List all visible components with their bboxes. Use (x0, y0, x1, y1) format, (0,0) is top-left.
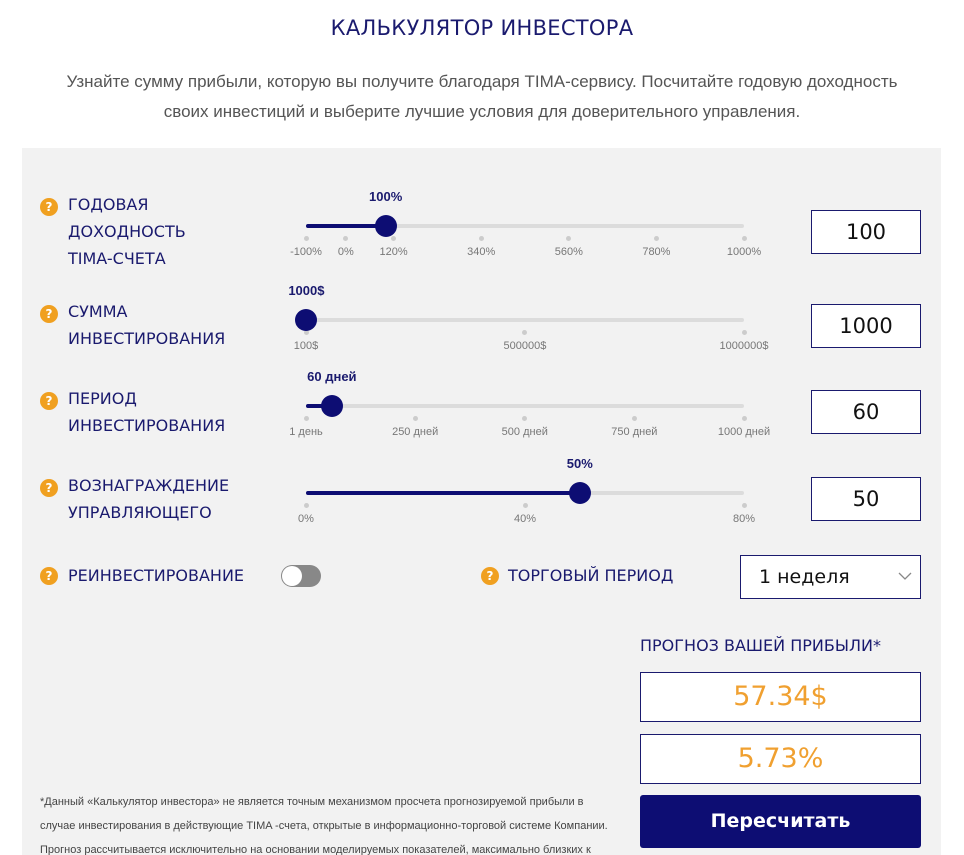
tick-label: 1000% (726, 246, 762, 258)
slider-value-label: 1000$ (288, 283, 325, 298)
tick-label: 0% (298, 513, 314, 525)
chevron (898, 572, 912, 580)
reinvest-label: РЕИНВЕСТИРОВАНИЕ (68, 566, 245, 585)
profit-percent: 5.73% (640, 734, 921, 784)
tick-label: 340% (467, 246, 496, 258)
footnote-line: Прогноз рассчитывается исключительно на … (40, 844, 591, 855)
tick-label: -100% (290, 246, 322, 258)
tick-label: 1000000$ (719, 340, 769, 352)
subtitle-line: Узнайте сумму прибыли, которую вы получи… (66, 72, 898, 91)
tick-dot (478, 236, 484, 241)
tick-label: 120% (379, 246, 408, 258)
tick-dot (741, 330, 747, 335)
slider-fill (306, 224, 386, 228)
tick-dot (653, 236, 659, 241)
tick-label: 780% (642, 246, 671, 258)
value-input[interactable]: 100 (811, 210, 921, 254)
slider-value-label: 60 дней (307, 369, 357, 384)
tick-dot (522, 503, 528, 508)
tick-dot (566, 236, 572, 241)
tick-label: 1 день (289, 426, 323, 438)
tick-dot (522, 416, 528, 421)
reinvest-toggle[interactable] (281, 565, 321, 587)
tick-label: 40% (513, 513, 537, 525)
title: КАЛЬКУЛЯТОР ИНВЕСТОРА (330, 16, 634, 40)
slider-thumb[interactable] (295, 309, 318, 331)
slider-thumb[interactable] (320, 395, 343, 417)
slider-track (306, 318, 744, 322)
tick-label: 1000 дней (717, 426, 771, 438)
trading-period-select[interactable]: 1 неделя (740, 555, 921, 599)
tick-dot (522, 330, 528, 335)
tick-label: 250 дней (392, 426, 439, 438)
tick-label: 0% (337, 246, 354, 258)
help-icon[interactable]: ? (481, 567, 499, 585)
value-input[interactable]: 60 (811, 390, 921, 434)
help-icon[interactable]: ? (40, 479, 58, 497)
slider-fill (306, 491, 580, 495)
help-icon[interactable]: ? (40, 392, 58, 410)
tick-dot (303, 330, 309, 335)
subtitle-line: своих инвестиций и выберите лучшие услов… (163, 102, 801, 121)
slider-thumb[interactable] (374, 215, 397, 237)
slider-value-label: 50% (566, 456, 593, 471)
tick-label: 500000$ (503, 340, 547, 352)
slider-track (306, 224, 744, 228)
profit-amount: 57.34$ (640, 672, 921, 722)
tick-dot (741, 416, 747, 421)
tick-dot (343, 236, 349, 241)
trading-period-label: ТОРГОВЫЙ ПЕРИОД (508, 566, 674, 585)
tick-label: 500 дней (501, 426, 548, 438)
footnote-line: случае инвестирования в действующие TIMA… (40, 820, 608, 832)
slider-label: ГОДОВАЯ ДОХОДНОСТЬ TIMA-СЧЕТА (68, 195, 186, 268)
tick-dot (741, 236, 747, 241)
selected-option: 1 неделя (759, 566, 850, 588)
tick-label: 560% (554, 246, 583, 258)
slider-track (306, 404, 744, 408)
slider-label: ВОЗНАГРАЖДЕНИЕ УПРАВЛЯЮЩЕГО (68, 476, 230, 522)
tick-label: 100$ (293, 340, 319, 352)
toggle-knob (282, 566, 302, 586)
tick-dot (631, 416, 637, 421)
slider-value-label: 100% (369, 189, 403, 204)
slider-label: ПЕРИОД ИНВЕСТИРОВАНИЯ (68, 389, 226, 435)
help-icon[interactable]: ? (40, 567, 58, 585)
value-input[interactable]: 1000 (811, 304, 921, 348)
tick-dot (303, 416, 309, 421)
slider-thumb[interactable] (568, 482, 591, 504)
help-icon[interactable]: ? (40, 305, 58, 323)
result-title: ПРОГНОЗ ВАШЕЙ ПРИБЫЛИ* (640, 636, 881, 655)
tick-label: 750 дней (611, 426, 658, 438)
help-icon[interactable]: ? (40, 198, 58, 216)
footnote-line: *Данный «Калькулятор инвестора» не являе… (40, 796, 584, 808)
tick-dot (741, 503, 747, 508)
value-input[interactable]: 50 (811, 477, 921, 521)
tick-dot (391, 236, 397, 241)
tick-dot (412, 416, 418, 421)
recalculate-button[interactable]: Пересчитать (640, 795, 921, 848)
slider-label: СУММА ИНВЕСТИРОВАНИЯ (68, 302, 226, 348)
tick-label: 80% (732, 513, 756, 525)
tick-dot (303, 503, 309, 508)
slider-fill (306, 404, 332, 408)
tick-dot (303, 236, 309, 241)
